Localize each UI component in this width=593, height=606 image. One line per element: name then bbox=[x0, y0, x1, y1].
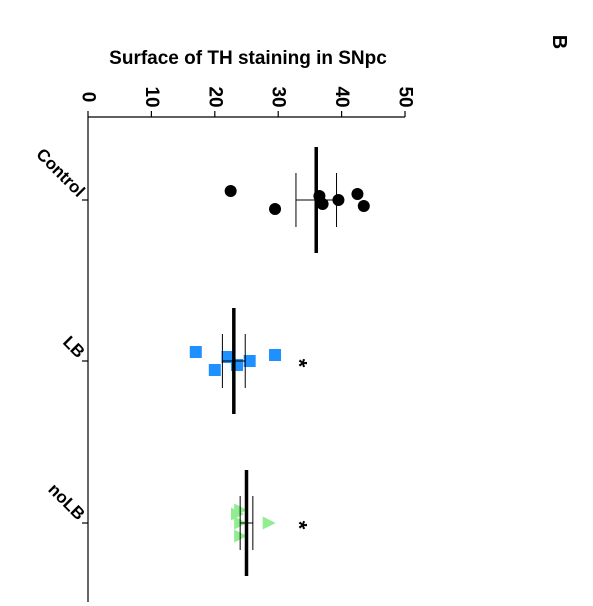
point-LB-1 bbox=[208, 364, 221, 376]
tick-label-50: 50 bbox=[395, 86, 416, 107]
y-axis-title: Surface of TH staining in SNpc bbox=[109, 48, 387, 69]
tick-label-20: 20 bbox=[204, 86, 225, 107]
tick-labels: 0 10 20 30 40 50 bbox=[78, 86, 416, 107]
tick-label-30: 30 bbox=[268, 86, 289, 107]
point-Control-6 bbox=[357, 200, 370, 212]
panel-label: B bbox=[548, 35, 570, 49]
point-Control-0 bbox=[224, 185, 237, 197]
point-noLB-4 bbox=[262, 516, 276, 530]
point-LB-2 bbox=[221, 351, 234, 363]
axes bbox=[82, 111, 406, 602]
point-LB-0 bbox=[189, 346, 202, 358]
category-label-LB: LB bbox=[59, 332, 88, 361]
point-Control-3 bbox=[316, 198, 329, 210]
point-Control-4 bbox=[332, 194, 345, 206]
significance-LB: * bbox=[287, 359, 312, 368]
point-LB-5 bbox=[269, 349, 282, 361]
category-labels: Control LB noLB bbox=[32, 145, 88, 524]
series-Control bbox=[224, 147, 370, 253]
significance-noLB: * bbox=[287, 521, 312, 530]
tick-label-0: 0 bbox=[78, 92, 99, 103]
category-label-noLB: noLB bbox=[44, 480, 88, 524]
point-Control-5 bbox=[351, 188, 364, 200]
series-LB: * bbox=[189, 308, 312, 414]
point-Control-1 bbox=[269, 203, 282, 215]
tick-label-10: 10 bbox=[141, 86, 162, 107]
tick-label-40: 40 bbox=[331, 86, 352, 107]
category-label-Control: Control bbox=[32, 145, 88, 201]
point-LB-4 bbox=[243, 355, 256, 367]
data-marks: ** bbox=[189, 147, 370, 576]
series-noLB: * bbox=[230, 470, 312, 576]
